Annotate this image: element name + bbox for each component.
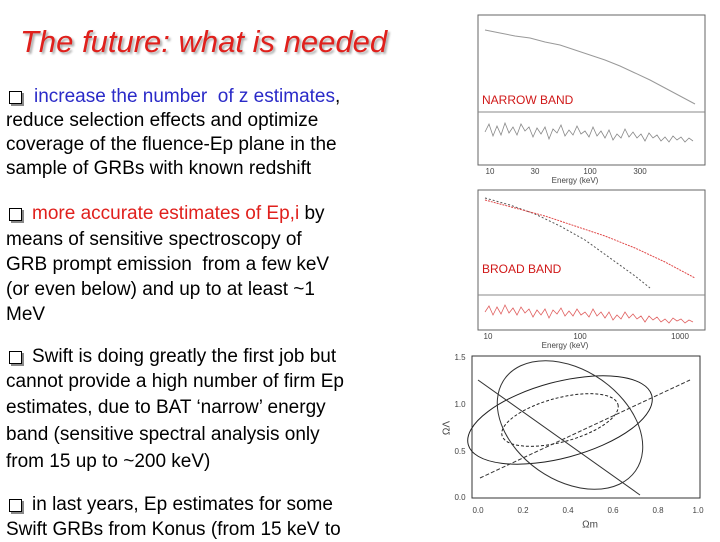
bullet-line: coverage of the fluence-Ep plane in the (6, 134, 337, 155)
narrow-band-plot: NARROW BAND 10 30 100 300 Energy (keV) (477, 14, 706, 185)
y-tick-label: 0.0 (454, 493, 466, 502)
x-axis-label: Energy (keV) (552, 176, 599, 185)
bullet-line: Swift is doing greatly the first job but (6, 345, 336, 369)
bullet-icon (9, 91, 22, 104)
bullet-icon (9, 499, 22, 512)
bullet-line: in last years, Ep estimates for some (6, 493, 333, 517)
contour (467, 375, 653, 465)
bullet-line: increase the number of z estimates, (6, 85, 340, 109)
plot-frame (477, 189, 706, 331)
contour (501, 393, 619, 447)
reference-line (477, 379, 641, 496)
bullet-text: , (334, 86, 341, 107)
x-tick-label: 1000 (671, 332, 689, 341)
x-tick-label: 100 (583, 167, 597, 176)
y-tick-label: 0.5 (454, 447, 466, 456)
bullet-line: from 15 up to ~200 keV) (6, 451, 211, 472)
residuals (484, 304, 694, 324)
broad-band-plot: BROAD BAND 10 100 1000 Energy (keV) (477, 189, 706, 350)
bullet-text: by (299, 203, 325, 224)
x-tick-label: 10 (484, 332, 493, 341)
slide-title: The future: what is needed (20, 24, 388, 59)
model-curve (484, 197, 651, 289)
bullet-line: (or even below) and up to at least ~1 (6, 279, 315, 300)
figure-label: BROAD BAND (482, 262, 562, 276)
bullet-line: Swift GRBs from Konus (from 15 keV to (6, 519, 341, 540)
x-tick-label: 0.0 (472, 506, 484, 515)
x-tick-label: 0.6 (607, 506, 619, 515)
contour (496, 360, 644, 490)
bullet-text: Swift is doing greatly the first job but (32, 346, 337, 367)
y-axis-label: ΩΛ (442, 421, 453, 435)
plot-frame (477, 14, 706, 166)
x-axis-label: Energy (keV) (542, 341, 589, 350)
x-axis-label: Ωm (582, 520, 598, 531)
x-tick-label: 100 (573, 332, 587, 341)
bullet-line: reduce selection effects and optimize (6, 110, 319, 131)
x-tick-label: 0.8 (652, 506, 664, 515)
bullet-line: more accurate estimates of Ep,i by (6, 202, 325, 226)
bullet-line: means of sensitive spectroscopy of (6, 229, 302, 250)
bullet-text: in last years, Ep estimates for some (32, 494, 333, 515)
bullet-line: sample of GRBs with known redshift (6, 158, 312, 179)
x-tick-label: 10 (486, 167, 495, 176)
bullet-line: GRB prompt emission from a few keV (6, 254, 330, 275)
residuals (484, 121, 694, 143)
bullet-line: MeV (6, 304, 46, 325)
y-tick-label: 1.5 (454, 353, 466, 362)
model-curve (484, 199, 696, 279)
bullet-line: cannot provide a high number of firm Ep (6, 371, 344, 392)
bullet-icon (9, 208, 22, 221)
contour-plot: 1.5 1.0 0.5 0.0 0.0 0.2 0.4 0.6 0.8 1.0 … (442, 353, 704, 531)
x-tick-label: 1.0 (692, 506, 704, 515)
x-tick-label: 30 (531, 167, 540, 176)
bullet-lead: increase the number of z estimates (34, 86, 335, 107)
x-tick-label: 0.2 (517, 506, 529, 515)
bullet-line: estimates, due to BAT ‘narrow’ energy (6, 397, 326, 418)
x-tick-label: 300 (633, 167, 647, 176)
bullet-icon (9, 351, 22, 364)
x-tick-label: 0.4 (562, 506, 574, 515)
bullet-lead: more accurate estimates of Ep,i (32, 203, 300, 224)
bullet-line: band (sensitive spectral analysis only (6, 424, 320, 445)
reference-line (479, 379, 691, 479)
figure-label: NARROW BAND (482, 93, 574, 107)
y-tick-label: 1.0 (454, 400, 466, 409)
model-curve (484, 29, 696, 105)
